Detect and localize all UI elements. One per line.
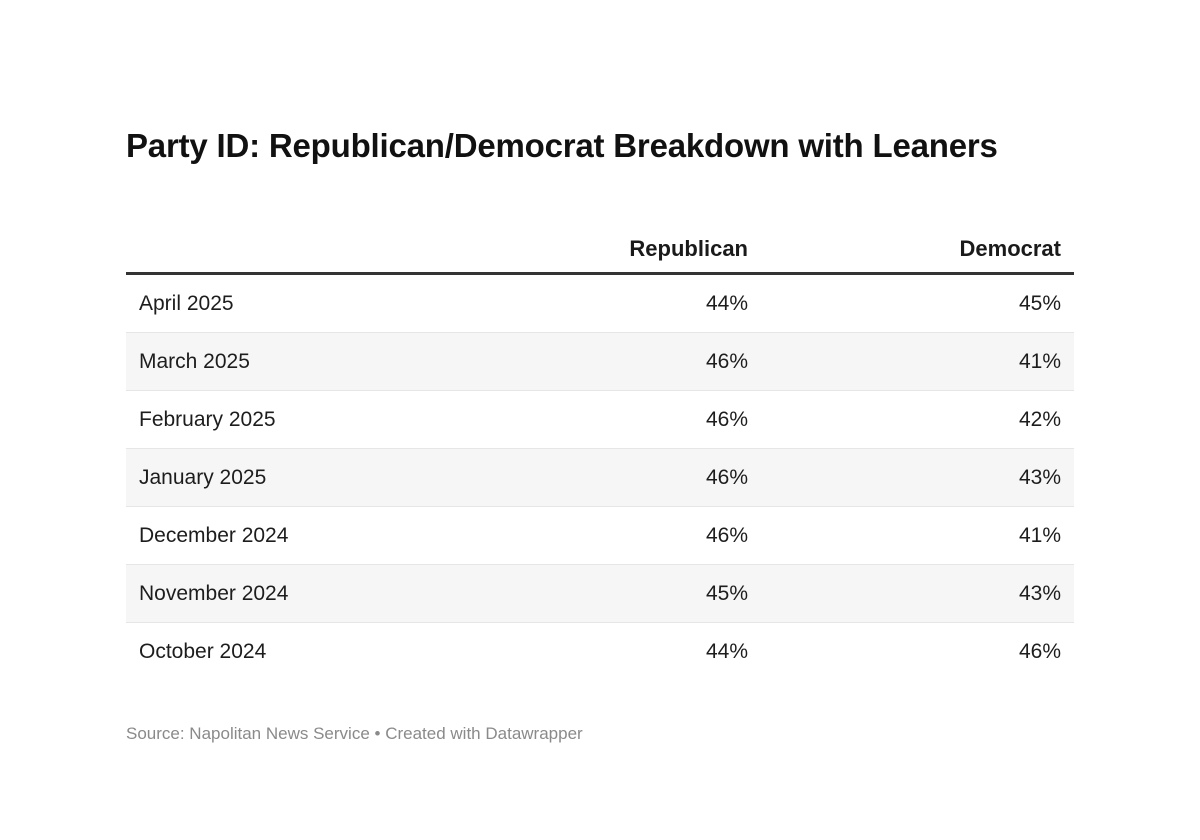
democrat-value: 43% xyxy=(761,448,1074,507)
table-row: April 2025 44% 45% xyxy=(126,273,1074,333)
republican-value: 45% xyxy=(516,564,761,623)
republican-value: 44% xyxy=(516,273,761,333)
footer-separator: • xyxy=(374,724,381,743)
table-body: April 2025 44% 45% March 2025 46% 41% February… xyxy=(126,273,1074,681)
header-democrat: Democrat xyxy=(761,210,1074,275)
table-row: March 2025 46% 41% xyxy=(126,332,1074,391)
democrat-value: 46% xyxy=(1018,639,1061,663)
data-table: Republican Democrat April 2025 44% 45% Marc… xyxy=(126,210,1074,680)
row-label: March 2025 xyxy=(126,332,516,391)
democrat-value: 43% xyxy=(761,564,1074,623)
row-label: October 2024 xyxy=(139,639,267,663)
democrat-value: 41% xyxy=(761,506,1074,565)
republican-value: 46% xyxy=(516,506,761,565)
table-row: January 2025 46% 43% xyxy=(126,448,1074,507)
table-header: Republican Democrat xyxy=(126,210,1074,275)
table-row: February 2025 46% 42% xyxy=(126,390,1074,449)
chart-title: Party ID: Republican/Democrat Breakdown … xyxy=(126,127,998,164)
chart-container: Party ID: Republican/Democrat Breakdown … xyxy=(126,124,1074,744)
republican-value: 46% xyxy=(516,332,761,391)
democrat-value: 45% xyxy=(761,273,1074,333)
table-row: November 2024 45% 43% xyxy=(126,564,1074,623)
header-label-column xyxy=(126,210,516,275)
republican-value: 46% xyxy=(516,448,761,507)
republican-value: 46% xyxy=(516,390,761,449)
row-label: December 2024 xyxy=(126,506,516,565)
credit-note: Created with Datawrapper xyxy=(385,724,583,743)
header-row: Republican Democrat xyxy=(126,210,1074,275)
democrat-value: 42% xyxy=(761,390,1074,449)
row-label: November 2024 xyxy=(126,564,516,623)
table-row: October 2024 44% 46% xyxy=(126,623,1074,681)
source-note: Source: Napolitan News Service xyxy=(126,724,370,743)
republican-value: 44% xyxy=(705,639,748,663)
table-row: December 2024 46% 41% xyxy=(126,506,1074,565)
row-label: January 2025 xyxy=(126,448,516,507)
row-label: February 2025 xyxy=(126,390,516,449)
democrat-value: 41% xyxy=(761,332,1074,391)
row-label: April 2025 xyxy=(126,273,516,333)
header-republican: Republican xyxy=(516,210,761,275)
chart-footer: Source: Napolitan News Service • Created… xyxy=(126,724,1074,744)
